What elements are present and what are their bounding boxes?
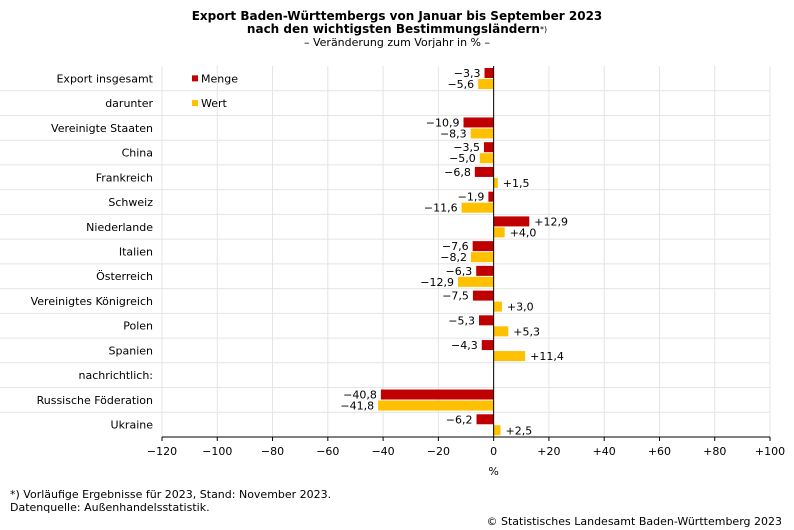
data-label-wert: −5,0: [449, 152, 476, 165]
chart-title-footnote-marker: *): [539, 25, 548, 34]
bar-menge: [474, 166, 494, 177]
data-label-menge: −7,5: [442, 290, 469, 303]
chart-title-block: Export Baden-Württembergs von Januar bis…: [0, 10, 794, 50]
x-tick-label: +20: [537, 445, 560, 458]
bar-menge: [472, 241, 494, 252]
data-label-menge: −10,9: [426, 116, 460, 129]
category-label: Vereinigte Staaten: [51, 122, 153, 135]
data-label-menge: −40,8: [343, 389, 377, 402]
bar-wert: [493, 227, 505, 238]
data-label-wert: +5,3: [513, 325, 540, 338]
copyright: © Statistisches Landesamt Baden-Württemb…: [486, 515, 782, 528]
bar-menge: [483, 142, 494, 153]
category-label: nachrichtlich:: [79, 369, 153, 382]
category-label: China: [122, 147, 153, 160]
data-label-menge: −7,6: [442, 240, 469, 253]
data-label-menge: −4,3: [451, 339, 478, 352]
data-label-wert: −12,9: [420, 276, 454, 289]
bar-menge: [472, 290, 494, 301]
data-label-wert: −41,8: [340, 400, 374, 413]
data-label-menge: −3,5: [453, 141, 480, 154]
data-source: Datenquelle: Außenhandelsstatistik.: [10, 501, 210, 514]
data-label-menge: −6,3: [446, 265, 473, 278]
x-tick-label: −120: [147, 445, 177, 458]
data-label-wert: +4,0: [510, 226, 537, 239]
bar-menge: [380, 389, 494, 400]
category-label: Österreich: [96, 270, 153, 283]
legend-label-menge: Menge: [201, 72, 238, 85]
x-tick-label: +100: [755, 445, 785, 458]
data-label-menge: +12,9: [534, 215, 568, 228]
bar-menge: [463, 117, 494, 128]
data-label-wert: −8,2: [440, 251, 467, 264]
bar-wert: [478, 79, 494, 89]
bar-chart: −120 −100 −80 −60 −40 −20 0 +20 +40 +60 +80 +100% Ex…: [0, 66, 785, 478]
bar-menge: [488, 191, 494, 202]
bar-wert: [493, 351, 526, 362]
x-axis-label: %: [488, 465, 498, 478]
bar-menge: [476, 265, 494, 276]
data-label-wert: −11,6: [424, 202, 458, 215]
data-label-menge: −1,9: [458, 191, 485, 204]
category-label: Polen: [123, 320, 153, 333]
data-label-wert: +1,5: [503, 177, 530, 190]
bar-wert: [470, 252, 494, 263]
bar-menge: [481, 340, 494, 351]
data-label-menge: −5,3: [448, 314, 475, 327]
data-label-menge: −6,8: [444, 166, 471, 179]
data-label-wert: −5,6: [447, 78, 474, 91]
legend-swatch-menge: [192, 75, 198, 82]
chart-title: Export Baden-Württembergs von Januar bis…: [191, 9, 603, 23]
category-label: Russische Föderation: [37, 394, 153, 407]
bar-menge: [493, 216, 530, 227]
x-tick-label: −20: [427, 445, 450, 458]
category-label: Vereinigtes Königreich: [31, 295, 153, 308]
plot-area: [162, 66, 770, 437]
category-label: Italien: [119, 246, 153, 259]
bar-wert: [461, 202, 494, 213]
legend-label-wert: Wert: [201, 97, 228, 110]
x-tick-label: +60: [648, 445, 671, 458]
data-label-wert: −8,3: [440, 127, 467, 140]
category-label: Schweiz: [108, 196, 153, 209]
data-label-wert: +11,4: [530, 350, 564, 363]
bar-menge: [484, 68, 494, 78]
legend-swatch-wert: [192, 100, 198, 107]
category-label: Frankreich: [96, 171, 153, 184]
chart-subtitle: – Veränderung zum Vorjahr in % –: [303, 36, 490, 49]
data-label-wert: +2,5: [506, 424, 533, 437]
bar-wert: [493, 301, 502, 312]
bar-wert: [479, 153, 494, 164]
category-label: darunter: [105, 97, 153, 110]
bar-wert: [470, 128, 494, 139]
bar-wert: [493, 326, 509, 337]
x-tick-label: −60: [316, 445, 339, 458]
bar-wert: [493, 425, 501, 436]
x-tick-label: 0: [490, 445, 497, 458]
x-tick-label: −80: [261, 445, 284, 458]
x-tick-label: −100: [202, 445, 232, 458]
data-label-wert: +3,0: [507, 301, 534, 314]
data-label-menge: −6,2: [446, 413, 473, 426]
category-label: Export insgesamt: [56, 72, 153, 85]
chart-title-line2: nach den wichtigsten Bestimmungsländern*…: [0, 23, 794, 36]
category-label: Ukraine: [111, 419, 154, 432]
bar-wert: [378, 400, 494, 411]
footnote: *) Vorläufige Ergebnisse für 2023, Stand…: [10, 488, 332, 501]
x-tick-label: +80: [703, 445, 726, 458]
bar-menge: [478, 315, 494, 326]
x-tick-label: +40: [593, 445, 616, 458]
bar-menge: [476, 414, 494, 425]
category-label: Niederlande: [86, 221, 153, 234]
category-label: Spanien: [109, 344, 154, 357]
bar-wert: [457, 276, 494, 287]
x-tick-label: −40: [371, 445, 394, 458]
bar-wert: [493, 177, 498, 188]
data-label-menge: −3,3: [454, 67, 481, 80]
chart-title-line2-text: nach den wichtigsten Bestimmungsländern: [246, 22, 540, 36]
